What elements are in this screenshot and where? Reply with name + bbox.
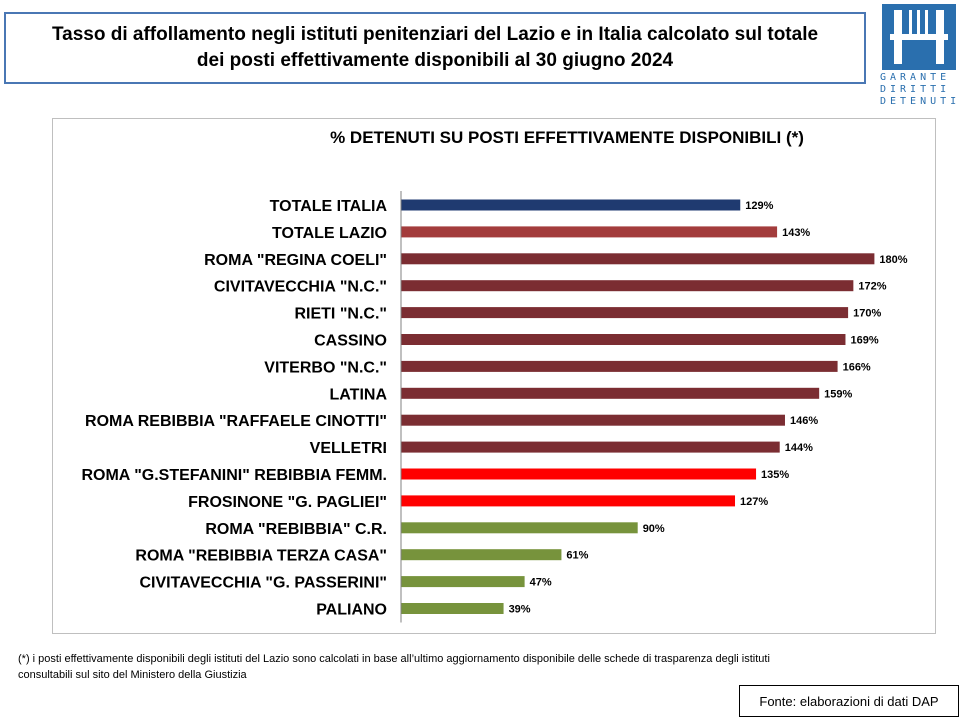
logo-text-line2: DIRITTI [880,84,951,95]
category-label: LATINA [330,386,388,403]
source-text: Fonte: elaborazioni di dati DAP [759,693,939,709]
category-label: VITERBO "N.C." [264,359,387,376]
footnote: (*) i posti effettivamente disponibili d… [18,651,938,683]
category-label: ROMA "REGINA COELI" [204,252,387,269]
data-label: 61% [566,550,588,562]
bar [401,199,741,211]
category-label: TOTALE ITALIA [270,198,388,215]
title-box: Tasso di affollamento negli istituti pen… [4,12,866,84]
data-label: 144% [785,442,813,454]
data-label: 127% [740,496,768,508]
data-label: 135% [761,469,789,481]
bar [401,414,785,426]
category-label: CASSINO [314,333,387,350]
logo-mark [882,4,956,70]
category-label: VELLETRI [310,440,387,457]
category-label: CIVITAVECCHIA "N.C." [214,279,387,296]
bar-chart: % DETENUTI SU POSTI EFFETTIVAMENTE DISPO… [81,128,908,623]
category-label: PALIANO [316,602,387,619]
footnote-line1: (*) i posti effettivamente disponibili d… [18,653,770,665]
footnote-line2: consultabili sul sito del Ministero dell… [18,669,247,681]
category-label: RIETI "N.C." [294,306,387,323]
page-title-line2: dei posti effettivamente disponibili al … [196,50,674,71]
logo-text: GARANTE DIRITTI DETENUTI [880,72,960,108]
bar [401,549,562,561]
logo-text-line3: DETENUTI [880,96,960,107]
bar [401,280,854,292]
bar [401,387,820,399]
category-label: ROMA "G.STEFANINI" REBIBBIA FEMM. [81,467,387,484]
logo-text-line1: GARANTE [880,72,951,83]
bar [401,522,638,534]
garante-logo: GARANTE DIRITTI DETENUTI [880,2,960,110]
bar [401,495,736,507]
data-label: 129% [745,200,773,212]
bar [401,360,838,372]
chart-frame: % DETENUTI SU POSTI EFFETTIVAMENTE DISPO… [52,118,936,634]
category-label: ROMA REBIBBIA "RAFFAELE CINOTTI" [85,413,387,430]
page-title-line1: Tasso di affollamento negli istituti pen… [51,24,819,45]
bar [401,226,778,238]
data-label: 90% [643,523,665,535]
data-label: 170% [853,308,881,320]
category-label: ROMA "REBIBBIA TERZA CASA" [135,548,387,565]
category-label: FROSINONE "G. PAGLIEI" [188,494,387,511]
bar [401,253,875,265]
data-label: 169% [850,335,878,347]
data-label: 47% [530,577,552,589]
bar [401,334,846,345]
data-label: 166% [843,361,871,373]
data-label: 172% [858,281,886,293]
bar [401,441,780,453]
bar [401,603,504,614]
category-label: ROMA "REBIBBIA" C.R. [205,521,387,538]
data-label: 159% [824,388,852,400]
bar [401,468,757,480]
bar [401,576,525,588]
logo-bars-icon [890,10,948,64]
chart-title: % DETENUTI SU POSTI EFFETTIVAMENTE DISPO… [330,128,804,147]
data-label: 39% [509,604,531,616]
data-label: 143% [782,227,810,239]
data-label: 180% [879,254,907,266]
category-label: TOTALE LAZIO [272,225,387,242]
data-label: 146% [790,415,818,427]
bar [401,307,849,319]
category-label: CIVITAVECCHIA "G. PASSERINI" [140,575,388,592]
source-box: Fonte: elaborazioni di dati DAP [739,685,959,717]
